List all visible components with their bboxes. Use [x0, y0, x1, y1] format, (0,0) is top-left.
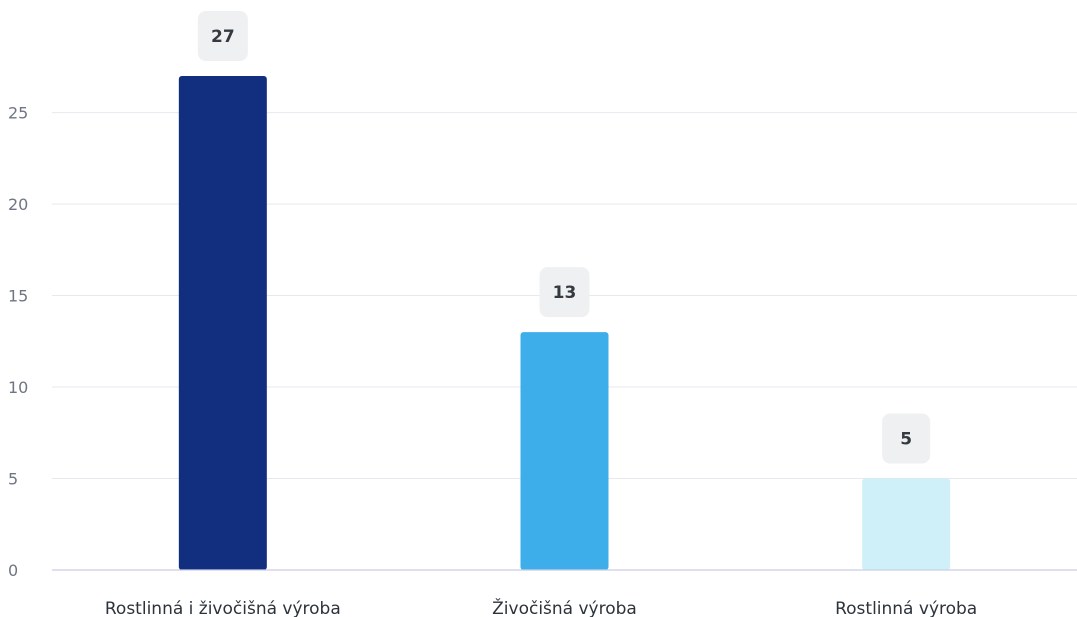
y-tick-10: 10 [8, 378, 28, 397]
value-label-2: 13 [553, 283, 577, 303]
y-tick-0: 0 [8, 561, 18, 580]
y-tick-15: 15 [8, 287, 28, 306]
bar-layer [178, 76, 951, 570]
bar-3[interactable] [862, 478, 951, 570]
value-label-1: 27 [211, 27, 235, 47]
y-tick-5: 5 [8, 470, 18, 489]
label-layer: 27 13 5 [197, 11, 931, 464]
bar-1[interactable] [178, 76, 267, 570]
value-label-bg-1 [197, 11, 248, 61]
x-tick-3: Rostlinná výroba [835, 599, 977, 617]
y-tick-20: 20 [8, 195, 28, 214]
y-tick-25: 25 [8, 104, 28, 123]
x-tick-2: Živočišná výroba [492, 597, 637, 617]
value-label-bg-2 [539, 267, 590, 318]
x-tick-1: Rostlinná i živočišná výroba [105, 599, 341, 617]
bar-2[interactable] [520, 332, 609, 570]
axis-layer: 0 5 10 15 20 25 Rostlinná i živočišná výroba Ži… [8, 104, 1077, 617]
value-label-bg-3 [882, 413, 931, 464]
value-label-3: 5 [900, 430, 912, 450]
